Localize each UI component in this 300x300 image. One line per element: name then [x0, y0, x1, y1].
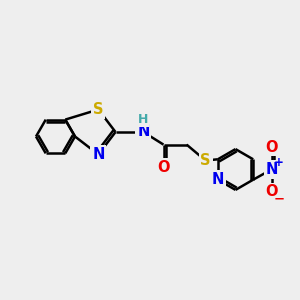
Text: N: N: [92, 147, 105, 162]
Text: H: H: [138, 113, 148, 126]
Text: N: N: [137, 124, 150, 140]
Text: S: S: [93, 102, 104, 117]
Text: O: O: [157, 160, 170, 175]
Text: N: N: [212, 172, 224, 187]
Text: O: O: [265, 140, 278, 154]
Text: O: O: [265, 184, 278, 200]
Text: +: +: [274, 155, 284, 169]
Text: −: −: [273, 192, 285, 205]
Text: N: N: [265, 162, 278, 177]
Text: S: S: [200, 153, 211, 168]
